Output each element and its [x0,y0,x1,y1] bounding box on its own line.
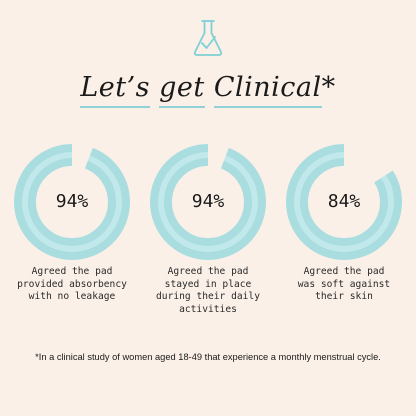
stat-absorbency: 94% [12,142,132,262]
stat-caption: Agreed the pad provided absorbency with … [0,266,147,304]
stat-value: 94% [191,191,225,212]
caption-line: activities [179,303,237,315]
title-word-lets: Let’s [80,73,151,108]
stat-softness: 84% [284,142,404,262]
title-word-clinical: Clinical [213,73,322,108]
flask-check-icon [193,20,223,56]
stat-ring [286,144,402,260]
page-title: Let’s get Clinical* [0,72,416,108]
stat-caption: Agreed the pad stayed in place during th… [133,266,283,316]
caption-line: their skin [315,291,373,302]
caption-line: with no leakage [28,291,116,302]
caption-line: Agreed the pad [167,266,249,277]
title-asterisk: * [321,72,336,103]
caption-line: Agreed the pad [31,266,113,277]
caption-line: stayed in place [164,278,252,290]
caption-line: provided absorbency [17,278,127,290]
stat-stayed-in-place: 94% [148,142,268,262]
ring-highlight [294,152,394,252]
caption-line: during their daily [156,291,260,302]
stat-ring [150,144,266,260]
stat-caption: Agreed the pad was soft against their sk… [269,266,416,304]
ring-highlight [158,152,258,252]
stat-value: 94% [55,191,89,212]
footnote: *In a clinical study of women aged 18-49… [35,352,381,362]
ring-highlight [22,152,122,252]
stat-value: 84% [327,191,361,212]
stat-ring [14,144,130,260]
caption-line: Agreed the pad [303,266,385,277]
caption-line: was soft against [297,278,391,290]
title-word-get: get [159,73,205,108]
